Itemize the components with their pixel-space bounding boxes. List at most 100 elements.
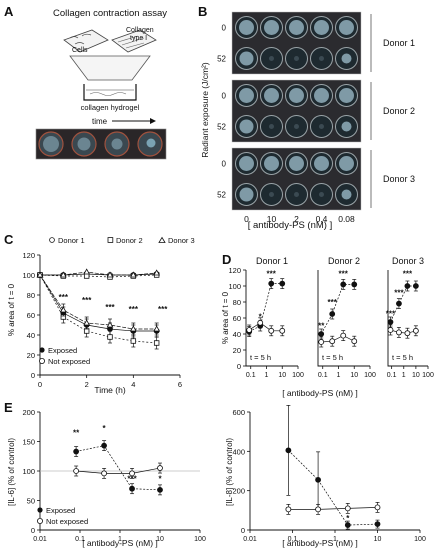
- c-series-line: [39, 274, 157, 332]
- plate-image-grid: 0 52 Donor 1 0 52 Donor 2 0 52 Donor 3 0 10 2 0.4 0.0…: [217, 11, 415, 224]
- e-xtick-label: 100: [414, 536, 426, 543]
- c-xtick-label: 6: [178, 380, 182, 389]
- legend-donor3: Donor 3: [168, 236, 195, 245]
- assay-schematic: Cells Collagen type I + collagen hydroge…: [35, 27, 167, 160]
- e-ytick-label: 150: [22, 438, 35, 447]
- d-subtitle: Donor 1: [256, 256, 288, 266]
- c-point: [153, 325, 161, 332]
- gel-disc: [264, 20, 279, 35]
- d-significance: ***: [328, 298, 338, 307]
- donor-label: Donor 1: [383, 38, 415, 48]
- gel-disc: [341, 189, 352, 200]
- d-significance: ***: [403, 269, 413, 278]
- c-point: [83, 268, 91, 275]
- d-point: [340, 332, 347, 339]
- d-significance: ***: [267, 269, 277, 278]
- e-ytick-label: 200: [22, 408, 35, 417]
- e-significance: **: [73, 429, 80, 438]
- c-point: [107, 334, 113, 340]
- d-xtick-label: 0.1: [246, 372, 256, 379]
- e-series-line: [76, 445, 161, 491]
- e-significance: *: [346, 514, 350, 523]
- concentration-tick: 2: [294, 214, 299, 224]
- panel-c-legend-top: Donor 1 Donor 2 Donor 3: [49, 236, 195, 245]
- d-point: [329, 338, 336, 345]
- gel-disc: [294, 56, 299, 61]
- c-ytick-label: 0: [31, 371, 35, 380]
- d-xtick-label: 100: [364, 372, 376, 379]
- gel-disc: [239, 20, 254, 35]
- gel-disc: [294, 124, 299, 129]
- c-ytick-label: 100: [22, 271, 35, 280]
- gel-disc: [239, 187, 254, 202]
- e-ytick-label: 200: [232, 487, 245, 496]
- d-axes: [317, 270, 370, 367]
- e-point: [157, 486, 163, 493]
- c-xtick-label: 0: [38, 380, 42, 389]
- gel-disc: [314, 88, 329, 103]
- legend-not-exposed: Not exposed: [48, 357, 90, 366]
- c-significance: ***: [59, 293, 69, 302]
- d-point: [329, 311, 336, 317]
- d-xtick-label: 0.1: [387, 372, 397, 379]
- e-significance: ***: [127, 475, 137, 484]
- d-point: [268, 327, 275, 334]
- c-series-line: [40, 271, 157, 276]
- panel-d-ylabel: % area of t = 0: [221, 291, 230, 344]
- c-point: [153, 269, 161, 276]
- cells-label: Cells: [72, 47, 88, 54]
- e-significance: *: [103, 424, 107, 433]
- e-point: [157, 465, 163, 471]
- e-point: [315, 476, 321, 483]
- e-axes: [249, 412, 420, 531]
- gel-disc: [319, 192, 324, 197]
- d-subtitle: Donor 2: [328, 256, 360, 266]
- collagen-label: Collagen: [126, 27, 154, 34]
- e-point: [101, 442, 107, 449]
- c-series-line: [39, 274, 157, 330]
- d-significance: ***: [386, 309, 396, 318]
- e-series-line: [76, 467, 161, 474]
- gel-disc: [289, 20, 304, 35]
- gel-disc: [339, 156, 354, 171]
- e-xtick-label: 0.1: [75, 536, 85, 543]
- d-point: [318, 339, 325, 345]
- c-ytick-label: 80: [27, 291, 35, 300]
- c-xtick-label: 4: [131, 380, 135, 389]
- d-point: [387, 319, 394, 325]
- c-xtick-label: 2: [85, 380, 89, 389]
- e-point: [344, 522, 351, 528]
- c-ytick-label: 40: [27, 331, 35, 340]
- d-xtick-label: 10: [350, 372, 358, 379]
- d-ytick-label: 100: [228, 282, 241, 291]
- e-point: [129, 470, 135, 477]
- c-significance: ***: [82, 296, 92, 305]
- c-point: [106, 321, 114, 328]
- d-xtick-label: 10: [412, 372, 420, 379]
- d-point: [396, 300, 402, 307]
- gel-disc: [314, 20, 329, 35]
- gel-disc: [339, 88, 354, 103]
- c-point: [129, 271, 137, 278]
- c-significance: ***: [158, 305, 168, 314]
- c-point: [130, 338, 137, 344]
- gel-disc: [339, 20, 354, 35]
- panel-c-label: C: [4, 232, 14, 247]
- exposure-tick: 0: [222, 24, 227, 33]
- e-xtick-label: 1: [118, 536, 122, 543]
- e-point: [101, 470, 107, 477]
- d-xtick-label: 10: [278, 372, 286, 379]
- d-series-line: [390, 329, 416, 334]
- exposure-tick: 0: [222, 160, 227, 169]
- gel-disc: [341, 53, 352, 64]
- c-point: [36, 271, 44, 278]
- d-time-note: t = 5 h: [322, 353, 343, 362]
- gel-disc: [269, 56, 274, 61]
- gel-disc: [294, 192, 299, 197]
- gel-disc: [239, 88, 254, 103]
- e-series-line: [288, 450, 378, 526]
- e-point: [344, 505, 351, 512]
- legend-donor1: Donor 1: [58, 236, 85, 245]
- d-point: [268, 280, 275, 287]
